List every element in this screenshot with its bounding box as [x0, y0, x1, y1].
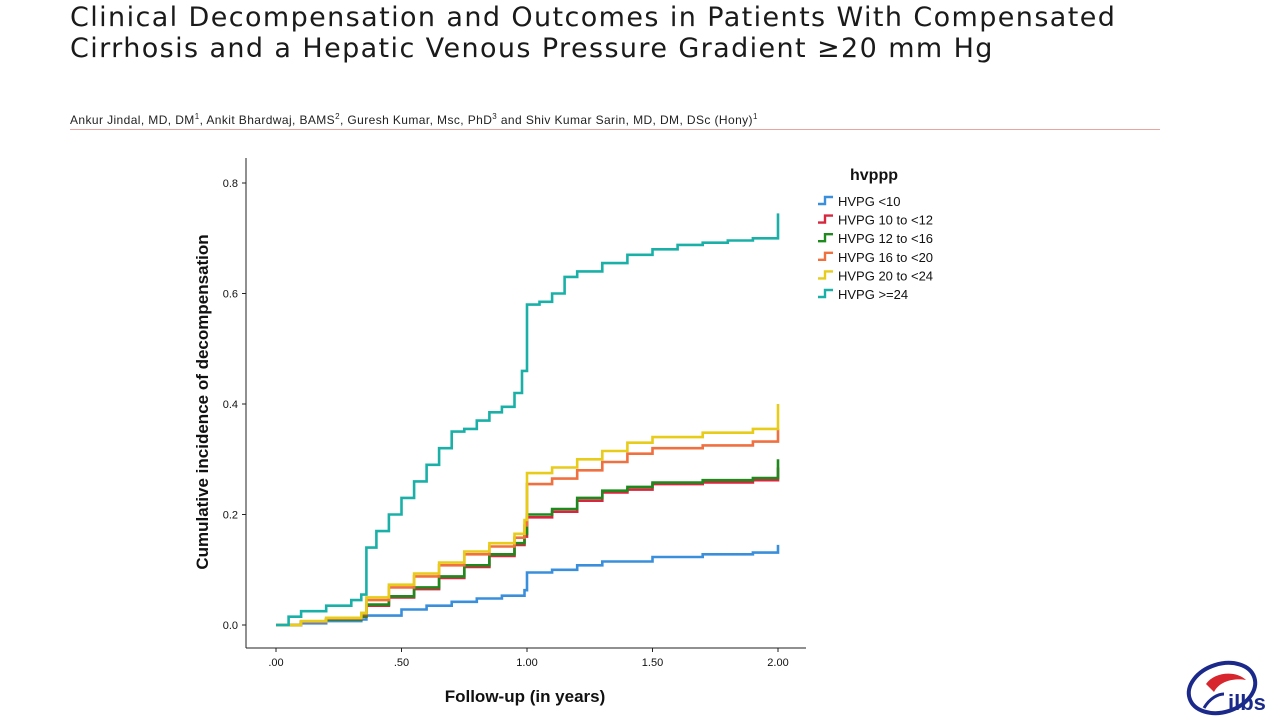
title-divider: [70, 129, 1160, 130]
x-tick-label: 1.50: [642, 657, 663, 669]
legend-swatch: [818, 214, 833, 224]
y-tick-label: 0.6: [223, 289, 238, 301]
legend-swatch: [818, 233, 833, 243]
y-tick-label: 0.0: [223, 620, 238, 632]
legend-entry: HVPG 16 to <20: [838, 250, 933, 265]
x-tick-label: .00: [268, 657, 283, 669]
x-tick-label: 1.00: [516, 657, 537, 669]
series-line: [276, 459, 780, 627]
y-axis-title: Cumulative incidence of decompensation: [193, 234, 212, 569]
x-axis-title: Follow-up (in years): [445, 687, 606, 706]
author-affiliation: 1: [752, 112, 758, 121]
legend-swatch: [818, 195, 833, 206]
legend-swatch: [818, 251, 833, 261]
author-name: Guresh Kumar, Msc, PhD: [347, 113, 493, 127]
author-affiliation: 1: [194, 112, 200, 121]
slide-title: Clinical Decompensation and Outcomes in …: [70, 2, 1117, 64]
x-tick-label: 2.00: [767, 657, 788, 669]
y-tick-label: 0.2: [223, 510, 238, 522]
author-affiliation: 2: [335, 112, 340, 121]
legend-entry: HVPG <10: [838, 194, 901, 209]
series-line: [276, 544, 780, 627]
legend-swatch: [818, 270, 833, 280]
series-line: [276, 404, 780, 627]
author-affiliation: 3: [492, 112, 498, 121]
legend-entry: HVPG 10 to <12: [838, 213, 933, 228]
legend-entry: HVPG 12 to <16: [838, 231, 933, 246]
ilbs-logo-text: ilbs: [1228, 690, 1266, 715]
y-tick-label: 0.8: [223, 178, 238, 190]
legend-entry: HVPG >=24: [838, 287, 908, 302]
legend-swatch: [818, 288, 833, 299]
author-name: Ankit Bhardwaj, BAMS: [206, 113, 336, 127]
x-tick-label: .50: [394, 657, 409, 669]
author-line: Ankur Jindal, MD, DM1, Ankit Bhardwaj, B…: [70, 112, 758, 127]
author-name: Shiv Kumar Sarin, MD, DM, DSc (Hony): [525, 113, 753, 127]
y-tick-label: 0.4: [223, 399, 238, 411]
ilbs-logo-icon: [1186, 660, 1258, 716]
legend-title: hvppp: [850, 167, 898, 184]
legend-entry: HVPG 20 to <24: [838, 268, 933, 283]
author-name: Ankur Jindal, MD, DM: [70, 113, 195, 127]
series-line: [276, 213, 780, 627]
